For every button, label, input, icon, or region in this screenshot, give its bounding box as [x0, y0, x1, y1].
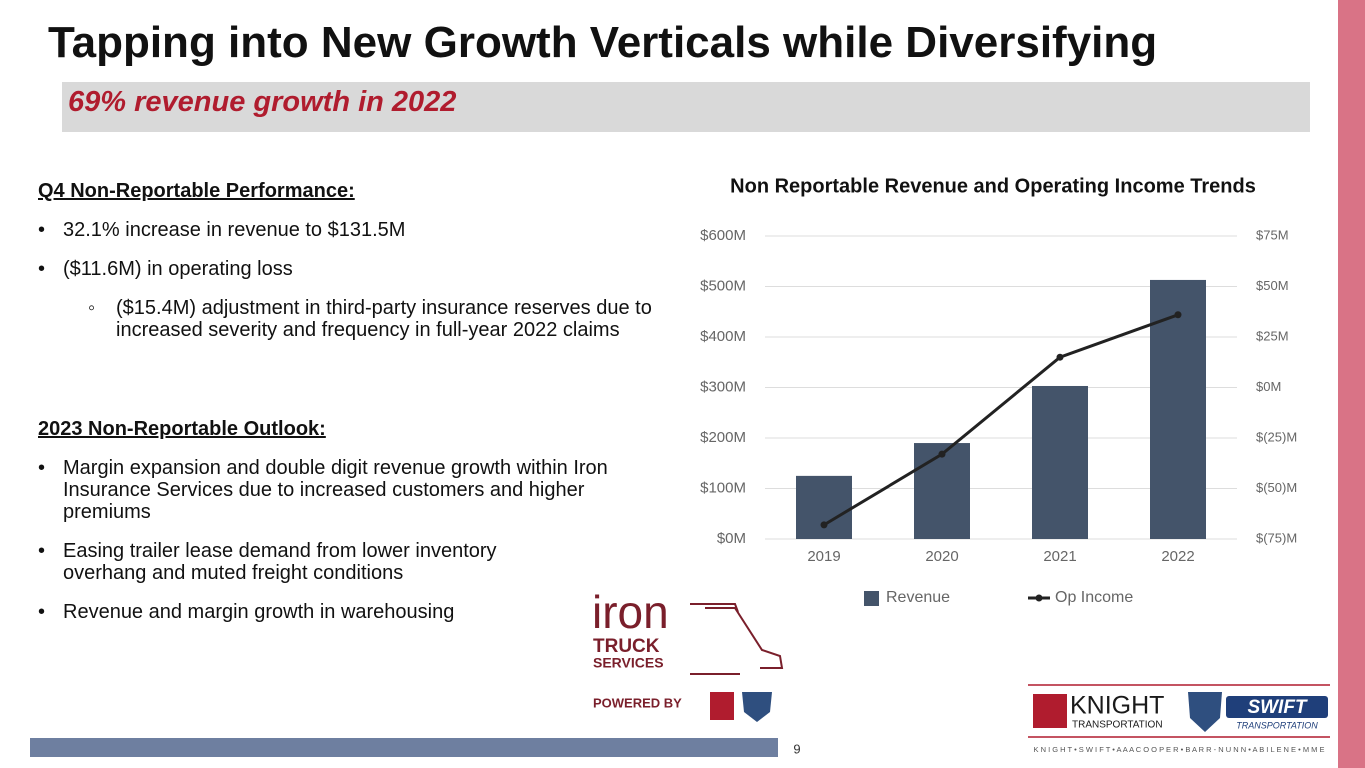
iron-logo: iron TRUCK SERVICES POWERED BY — [592, 586, 784, 722]
bullet-text: 32.1% increase in revenue to $131.5M — [63, 219, 406, 241]
chart-title: Non Reportable Revenue and Operating Inc… — [730, 175, 1256, 197]
logo-text: KNIGHT — [1070, 692, 1164, 720]
subtitle-band — [62, 82, 1310, 132]
y-tick-label: $300M — [700, 378, 746, 395]
y2-tick-label: $(50)M — [1256, 480, 1297, 495]
swift-icon — [1188, 692, 1222, 732]
legend-swatch — [864, 591, 879, 606]
truck-outline — [690, 603, 784, 675]
side-stripe — [1338, 0, 1365, 768]
legend-label: Op Income — [1055, 589, 1133, 606]
line-point — [820, 521, 828, 529]
x-tick-label: 2019 — [807, 548, 840, 565]
line-point — [938, 450, 946, 458]
bullet: Easing trailer lease demand from lower i… — [38, 540, 563, 584]
y2-tick-label: $50M — [1256, 278, 1289, 293]
y-tick-label: $400M — [700, 328, 746, 345]
bullet: 32.1% increase in revenue to $131.5M — [38, 219, 643, 241]
logo-text: SERVICES — [593, 655, 664, 671]
logo-text: TRANSPORTATION — [1236, 720, 1318, 730]
section: 2023 Non-Reportable Outlook: Margin expa… — [38, 418, 643, 640]
x-tick-label: 2022 — [1161, 548, 1194, 565]
section-heading: Q4 Non-Reportable Performance: — [38, 180, 355, 202]
section-heading: 2023 Non-Reportable Outlook: — [38, 418, 326, 440]
bullet-text: Margin expansion and double digit revenu… — [63, 457, 608, 523]
logo-text: SWIFT — [1247, 697, 1307, 718]
y-tick-label: $0M — [717, 530, 746, 547]
bullet-text: Revenue and margin growth in warehousing — [63, 601, 455, 623]
y-tick-label: $600M — [700, 227, 746, 244]
bullet-text: Easing trailer lease demand from lower i… — [63, 540, 497, 584]
line — [823, 313, 1179, 527]
y2-tick-label: $(25)M — [1256, 429, 1297, 444]
logo-footer: K N I G H T • S W I F T • A A A C O O P … — [1034, 745, 1325, 754]
sub-bullet: ($15.4M) adjustment in third-party insur… — [38, 297, 671, 341]
y-tick-label: $100M — [700, 479, 746, 496]
footer-bar — [30, 738, 778, 757]
brand-logo: KNIGHT TRANSPORTATION SWIFT TRANSPORTATI… — [1028, 684, 1330, 754]
bar — [796, 475, 852, 539]
logo-text: TRUCK — [593, 636, 660, 657]
y-tick-label: $500M — [700, 277, 746, 294]
bar — [1150, 279, 1206, 539]
y2-tick-label: $0M — [1256, 379, 1281, 394]
bullet: Revenue and margin growth in warehousing — [38, 601, 643, 623]
line-point — [1056, 353, 1064, 361]
y2-tick-label: $75M — [1256, 227, 1289, 242]
bullet-text: ($11.6M) in operating loss — [63, 258, 293, 280]
logo-text: iron — [592, 586, 669, 638]
swift-icon — [742, 692, 772, 722]
subtitle: 69% revenue growth in 2022 — [68, 86, 457, 118]
y-tick-label: $200M — [700, 429, 746, 446]
legend-swatch — [1035, 594, 1043, 602]
knight-icon — [1033, 694, 1067, 728]
logo-text: POWERED BY — [593, 695, 682, 710]
y2-tick-label: $(75)M — [1256, 530, 1297, 545]
logo-text: TRANSPORTATION — [1072, 720, 1163, 731]
bullet: Margin expansion and double digit revenu… — [38, 457, 643, 523]
swift-badge — [1226, 696, 1328, 718]
page-number: 9 — [793, 741, 800, 756]
section: Q4 Non-Reportable Performance: 32.1% inc… — [38, 180, 652, 358]
slide-title: Tapping into New Growth Verticals while … — [48, 18, 1158, 67]
bullet: ($11.6M) in operating loss ($15.4M) adju… — [38, 258, 652, 341]
bar — [914, 443, 970, 539]
x-tick-label: 2021 — [1043, 548, 1076, 565]
knight-icon — [710, 692, 734, 720]
sub-bullet-text: ($15.4M) adjustment in third-party insur… — [116, 297, 652, 341]
x-tick-label: 2020 — [925, 548, 958, 565]
y2-tick-label: $25M — [1256, 328, 1289, 343]
legend-label: Revenue — [886, 589, 950, 606]
bar — [1032, 385, 1088, 539]
line-point — [1174, 311, 1182, 319]
